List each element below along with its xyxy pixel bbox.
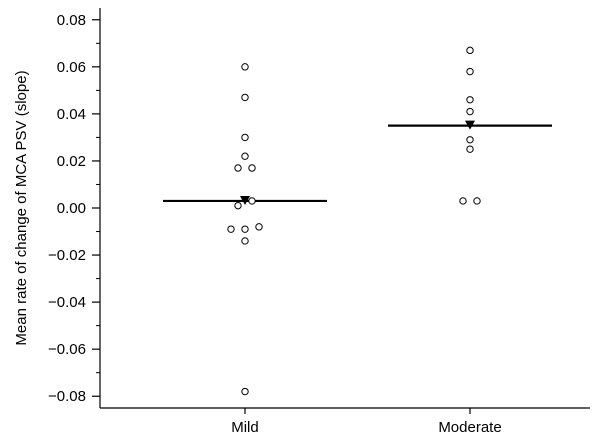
y-tick-label: −0.02 <box>48 247 86 264</box>
y-tick-label: −0.08 <box>48 388 86 405</box>
data-point <box>234 201 242 210</box>
data-point <box>466 96 474 104</box>
data-point <box>466 46 474 55</box>
data-point <box>241 93 249 102</box>
median-marker <box>465 120 475 130</box>
data-point <box>241 63 249 71</box>
data-point <box>241 225 249 233</box>
x-tick-label: Mild <box>231 419 259 436</box>
y-tick-label: 0.02 <box>57 153 86 170</box>
data-point <box>459 197 467 205</box>
data-point <box>248 164 256 172</box>
y-tick-label: 0.04 <box>57 106 86 123</box>
y-tick-label: −0.04 <box>48 294 86 311</box>
data-point <box>466 67 474 76</box>
data-point <box>234 164 242 172</box>
summary-lines <box>163 124 552 203</box>
data-point <box>248 197 256 205</box>
median-marker <box>240 195 250 205</box>
plot-frame <box>99 8 590 409</box>
data-point <box>227 225 235 233</box>
data-point <box>241 152 249 160</box>
y-axis-title: Mean rate of change of MCA PSV (slope) <box>13 70 30 345</box>
data-point <box>241 133 249 142</box>
x-axis-ticks: Mild Moderate <box>231 408 502 436</box>
data-point <box>241 237 249 245</box>
data-point <box>466 107 474 116</box>
y-tick-label: 0.08 <box>57 12 86 29</box>
data-point <box>466 136 474 144</box>
data-point <box>241 387 249 396</box>
y-axis-ticks: 0.08 0.06 0.04 0.02 0.00 −0.02 −0.04 −0.06 −0.08 <box>48 12 100 405</box>
data-point <box>255 223 263 231</box>
data-point <box>473 197 481 205</box>
data-points <box>227 46 481 396</box>
data-point <box>466 145 474 153</box>
y-tick-label: 0.00 <box>57 200 86 217</box>
x-tick-label: Moderate <box>438 419 501 436</box>
y-tick-label: −0.06 <box>48 341 86 358</box>
y-tick-label: 0.06 <box>57 59 86 76</box>
median-markers <box>240 120 475 205</box>
